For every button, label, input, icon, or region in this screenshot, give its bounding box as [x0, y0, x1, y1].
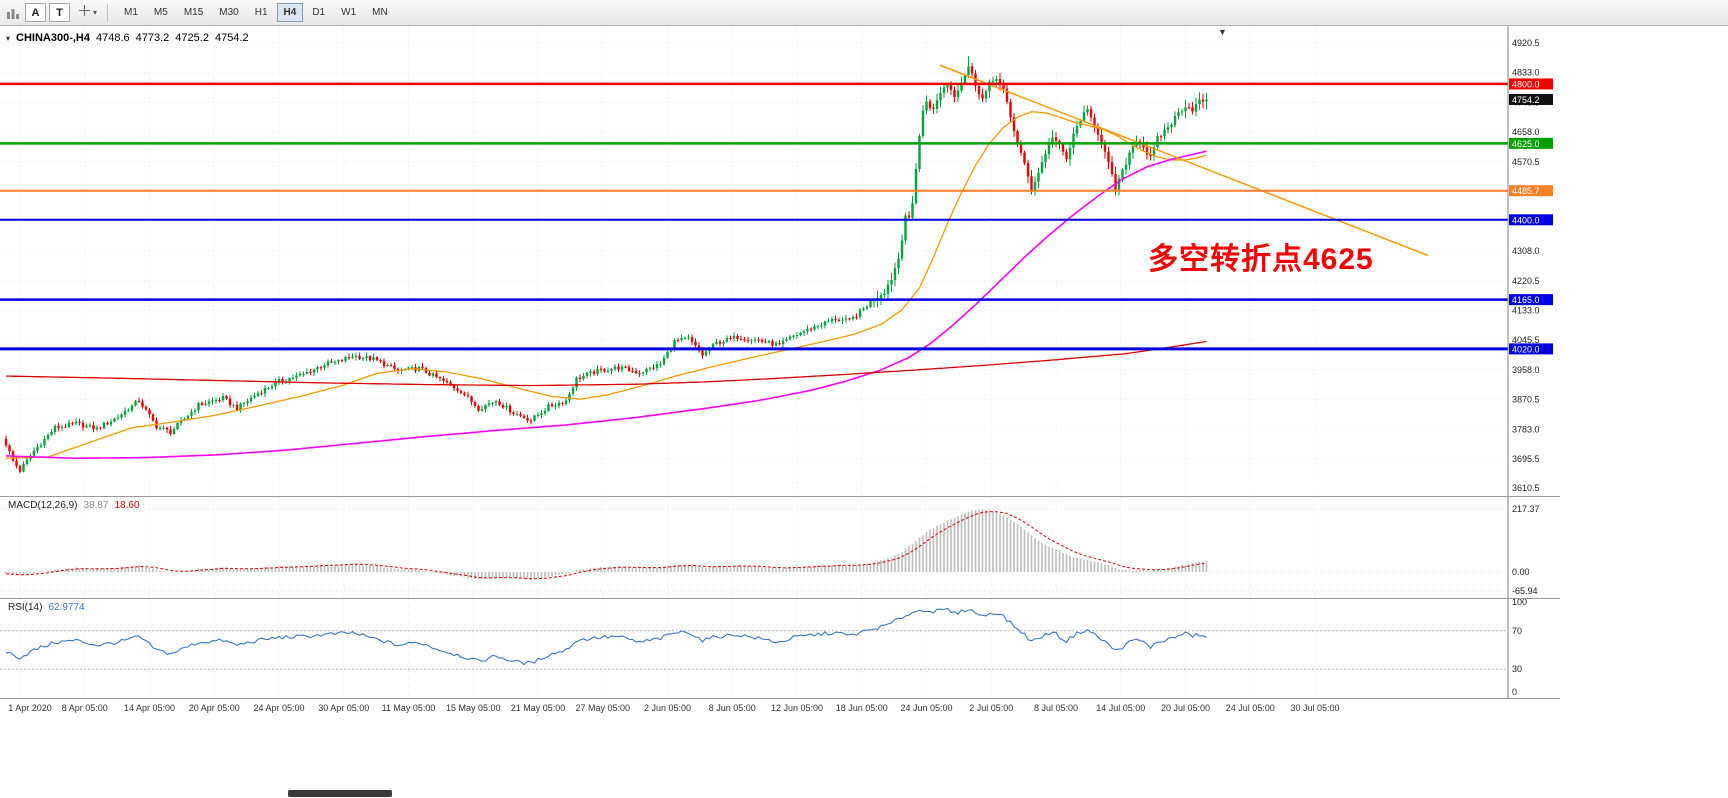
price-pane[interactable]: 4920.54833.04745.54658.04570.54483.04395… [0, 26, 1560, 496]
svg-text:4920.5: 4920.5 [1512, 38, 1540, 48]
svg-text:4220.5: 4220.5 [1512, 276, 1540, 286]
rsi-name: RSI(14) [8, 602, 43, 613]
ohlc-open: 4748.6 [95, 32, 130, 44]
time-label: 8 Jun 05:00 [708, 703, 756, 713]
price-chart[interactable]: 4920.54833.04745.54658.04570.54483.04395… [0, 26, 1560, 496]
svg-text:-65.94: -65.94 [1512, 586, 1538, 596]
time-label: 15 May 05:00 [445, 703, 501, 713]
svg-text:4400.0: 4400.0 [1512, 215, 1540, 225]
svg-text:3610.5: 3610.5 [1512, 483, 1540, 493]
svg-text:3783.0: 3783.0 [1512, 424, 1540, 434]
svg-text:4570.5: 4570.5 [1512, 157, 1540, 167]
macd-name: MACD(12,26,9) [8, 500, 78, 511]
timeframe-m1-button[interactable]: M1 [117, 3, 145, 22]
svg-text:100: 100 [1512, 599, 1527, 607]
arrow-tool-button[interactable]: A [25, 3, 46, 22]
svg-text:4020.0: 4020.0 [1512, 344, 1540, 354]
time-label: 21 May 05:00 [510, 703, 566, 713]
tool-dropdown[interactable]: ▾ [76, 3, 99, 23]
annotation-text: 多空转折点4625 [1148, 243, 1374, 276]
timeframe-mn-button[interactable]: MN [365, 3, 395, 22]
svg-text:4165.0: 4165.0 [1512, 295, 1540, 305]
timeframe-h4-button[interactable]: H4 [276, 3, 304, 22]
svg-text:217.37: 217.37 [1512, 504, 1540, 514]
rsi-value: 62.9774 [48, 602, 85, 613]
svg-text:4800.0: 4800.0 [1512, 79, 1540, 89]
time-label: 27 May 05:00 [575, 703, 631, 713]
svg-text:3695.5: 3695.5 [1512, 454, 1540, 464]
price-scale[interactable] [1508, 26, 1558, 718]
symbol-period-label: CHINA300-,H4 [16, 32, 90, 44]
svg-text:4308.0: 4308.0 [1512, 246, 1540, 256]
time-label: 1 Apr 2020 [8, 703, 52, 713]
time-label: 20 Jul 05:00 [1160, 703, 1211, 713]
svg-text:4658.0: 4658.0 [1512, 127, 1540, 137]
time-label: 14 Jul 05:00 [1096, 703, 1146, 713]
ohlc-low: 4725.2 [175, 32, 209, 44]
timeframe-m15-button[interactable]: M15 [177, 3, 210, 22]
macd-label: MACD(12,26,9) 38.87 18.60 [8, 500, 140, 511]
time-label: 18 Jun 05:00 [835, 703, 888, 713]
svg-text:4485.7: 4485.7 [1512, 186, 1540, 196]
timeframe-m30-button[interactable]: M30 [212, 3, 245, 22]
svg-text:4133.0: 4133.0 [1512, 306, 1540, 316]
toolbar-separator [107, 3, 109, 22]
chart-shift-marker-icon[interactable]: ▼ [1218, 27, 1227, 37]
time-label: 30 Jul 05:00 [1290, 703, 1340, 713]
macd-chart: 217.37 0.00 -65.94 [0, 497, 1560, 598]
svg-text:3958.0: 3958.0 [1512, 365, 1540, 375]
text-tool-button[interactable]: T [49, 3, 70, 22]
chevron-down-icon: ▾ [93, 8, 98, 17]
svg-text:4754.2: 4754.2 [1512, 95, 1540, 105]
rsi-pane[interactable]: 100 70 30 0 RSI(14) 62.9774 [0, 598, 1560, 698]
time-label: 11 May 05:00 [381, 703, 436, 713]
symbol-caret-icon: ▾ [6, 33, 11, 43]
time-label: 2 Jun 05:00 [643, 703, 692, 713]
macd-pane[interactable]: 217.37 0.00 -65.94 MACD(12,26,9) 38.87 18.… [0, 496, 1560, 598]
macd-main-value: 38.87 [83, 500, 109, 511]
svg-text:4045.5: 4045.5 [1512, 335, 1540, 345]
macd-signal-value: 18.60 [114, 500, 140, 511]
time-label: 12 Jun 05:00 [770, 703, 824, 713]
time-axis[interactable]: 1 Apr 2020 8 Apr 05:00 14 Apr 05:00 20 Apr … [0, 698, 1560, 718]
footer [0, 718, 1728, 798]
ohlc-high: 4773.2 [135, 32, 170, 44]
crosshair-icon [78, 4, 91, 22]
chart-window-icon[interactable] [4, 4, 22, 22]
svg-text:30: 30 [1512, 664, 1522, 674]
time-label: 2 Jul 05:00 [969, 703, 1014, 713]
time-label: 20 Apr 05:00 [188, 703, 240, 713]
svg-text:4625.0: 4625.0 [1512, 139, 1540, 149]
timeframe-w1-button[interactable]: W1 [334, 3, 363, 22]
svg-text:3870.5: 3870.5 [1512, 395, 1540, 405]
time-label: 8 Apr 05:00 [61, 703, 108, 713]
svg-text:0.00: 0.00 [1512, 567, 1530, 577]
svg-text:4833.0: 4833.0 [1512, 68, 1540, 78]
time-label: 30 Apr 05:00 [318, 703, 370, 713]
timeframe-d1-button[interactable]: D1 [305, 3, 332, 22]
rsi-label: RSI(14) 62.9774 [8, 602, 85, 613]
time-label: 24 Jul 05:00 [1225, 703, 1275, 713]
toolbar: A T ▾ M1 M5 M15 M30 H1 H4 D1 W1 MN [0, 0, 1728, 26]
taskbar-peek[interactable] [288, 790, 392, 797]
time-label: 24 Apr 05:00 [253, 703, 305, 713]
svg-text:0: 0 [1512, 687, 1517, 697]
time-label: 24 Jun 05:00 [900, 703, 953, 713]
time-label: 8 Jul 05:00 [1033, 703, 1079, 713]
time-label: 14 Apr 05:00 [123, 703, 176, 713]
timeframe-m5-button[interactable]: M5 [147, 3, 175, 22]
svg-text:70: 70 [1512, 626, 1522, 636]
rsi-chart: 100 70 30 0 [0, 599, 1560, 698]
timeframe-h1-button[interactable]: H1 [248, 3, 275, 22]
chart-title: ▾ CHINA300-,H4 4748.6 4773.2 4725.2 4754… [6, 32, 249, 44]
ohlc-close: 4754.2 [214, 32, 249, 44]
